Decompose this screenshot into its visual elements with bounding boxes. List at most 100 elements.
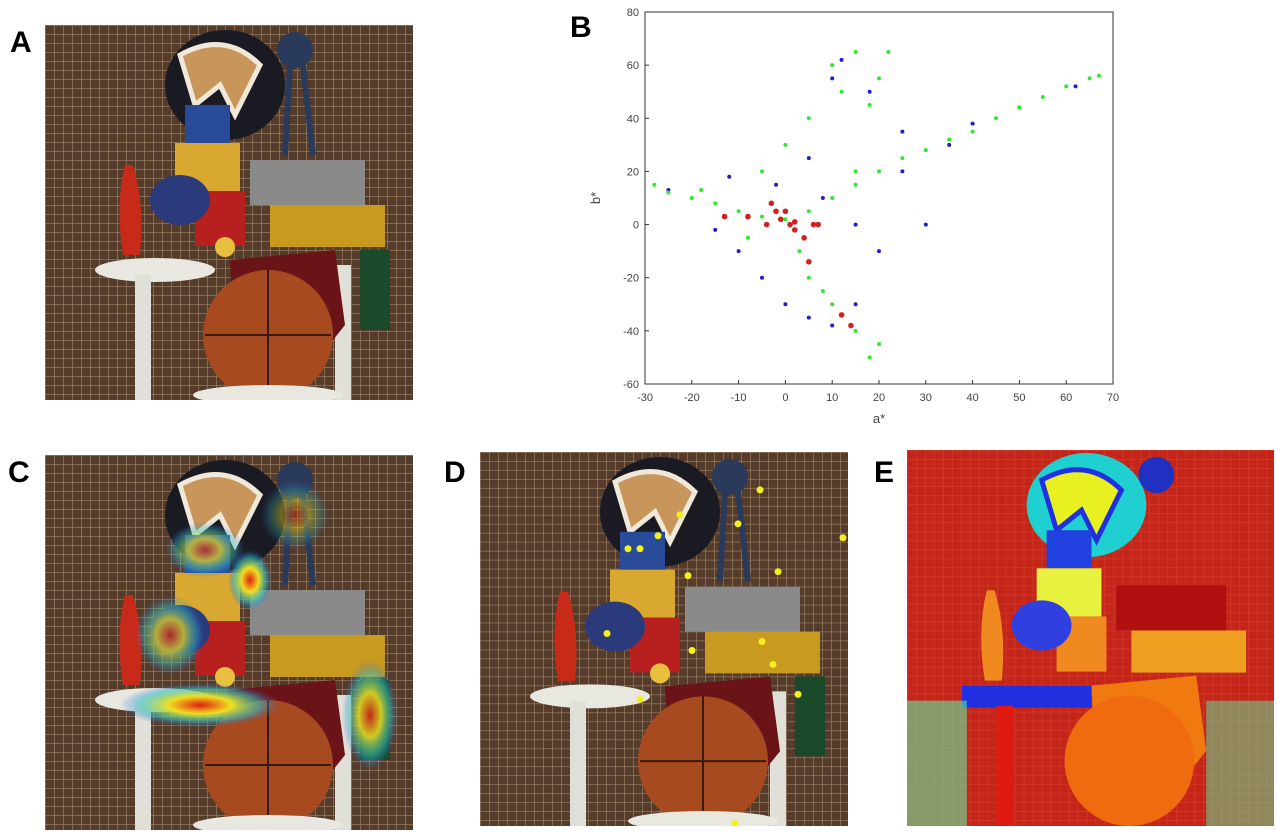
point [1088,76,1092,80]
point [900,169,904,173]
point [1041,95,1045,99]
point [760,215,764,219]
point [760,169,764,173]
point [783,217,787,221]
y-tick-label: 80 [627,7,639,19]
point [830,76,834,80]
point [713,228,717,232]
point [868,90,872,94]
x-tick-label: 10 [826,392,838,404]
point [699,188,703,192]
point [737,209,741,213]
panel-label: A [10,26,32,59]
segmentation [907,450,1274,826]
point [821,196,825,200]
x-tick-label: 0 [782,392,788,404]
x-tick-label: 40 [966,392,978,404]
point [840,58,844,62]
point [994,116,998,120]
point [830,302,834,306]
point [868,355,872,359]
point [722,214,728,220]
photo [45,455,413,830]
point [854,169,858,173]
point [783,143,787,147]
point [652,183,656,187]
point [815,222,821,228]
point [713,201,717,205]
point [1064,84,1068,88]
panel-d: D [444,452,848,830]
point [877,76,881,80]
panel-label: C [8,456,30,489]
point [690,196,694,200]
y-tick-label: 60 [627,60,639,72]
x-tick-label: 20 [873,392,885,404]
y-tick-label: -60 [623,379,639,391]
point [764,222,770,228]
point [900,156,904,160]
point [840,90,844,94]
point [773,208,779,214]
point [666,191,670,195]
point [787,222,793,228]
point [839,312,845,318]
point [877,342,881,346]
panel-label: D [444,456,466,489]
point [971,130,975,134]
point [868,103,872,107]
y-tick-label: -20 [623,273,639,285]
point [783,302,787,306]
point [821,289,825,293]
panel-c: C [8,455,413,830]
point [797,249,801,253]
point [854,223,858,227]
point [807,209,811,213]
point [727,175,731,179]
point [807,156,811,160]
point [807,316,811,320]
point [900,130,904,134]
panel-label: E [874,456,894,489]
point [854,302,858,306]
photo [45,25,413,405]
panel-a: A [10,25,413,405]
point [745,214,751,220]
y-tick-label: 40 [627,113,639,125]
point [778,216,784,222]
point [783,208,789,214]
y-tick-label: 0 [633,220,639,232]
point [769,201,775,207]
figure: A B a* b* -30-20-10010203040506070-60-40… [0,0,1277,830]
point [807,116,811,120]
x-tick-label: -10 [731,392,747,404]
point [830,63,834,67]
x-tick-label: -20 [684,392,700,404]
point [877,249,881,253]
point [807,276,811,280]
y-tick-label: 20 [627,166,639,178]
point [877,169,881,173]
point [830,324,834,328]
point [1017,106,1021,110]
panel-label: B [570,11,592,44]
point [792,227,798,233]
x-tick-label: 70 [1107,392,1119,404]
point [971,122,975,126]
point [737,249,741,253]
point [924,148,928,152]
point [830,196,834,200]
point [792,219,798,225]
point [774,183,778,187]
x-tick-label: 60 [1060,392,1072,404]
point [801,235,807,241]
photo [480,452,848,830]
x-tick-label: -30 [637,392,653,404]
x-axis-label: a* [873,411,885,426]
point [886,50,890,54]
point [806,259,812,265]
x-tick-label: 50 [1013,392,1025,404]
point [760,276,764,280]
point [848,323,854,329]
